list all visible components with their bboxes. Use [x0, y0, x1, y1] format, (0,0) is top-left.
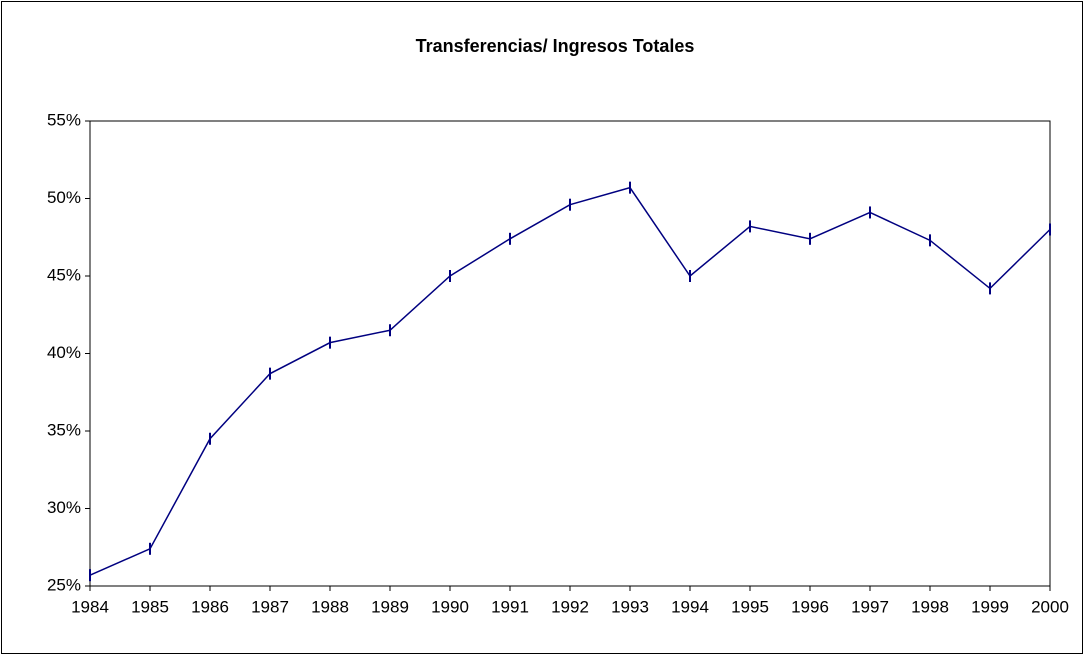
x-tick-label: 1990	[431, 597, 469, 616]
x-tick-label: 1989	[371, 597, 409, 616]
x-tick-label: 1991	[491, 597, 529, 616]
x-tick-label: 1997	[851, 597, 889, 616]
x-tick-label: 2000	[1031, 597, 1069, 616]
x-tick-label: 1998	[911, 597, 949, 616]
x-tick-label: 1985	[131, 597, 169, 616]
x-tick-label: 1984	[71, 597, 109, 616]
y-tick-label: 35%	[47, 420, 81, 439]
chart-title: Transferencias/ Ingresos Totales	[416, 36, 695, 56]
x-tick-label: 1993	[611, 597, 649, 616]
x-tick-label: 1999	[971, 597, 1009, 616]
y-tick-label: 25%	[47, 575, 81, 594]
x-tick-label: 1987	[251, 597, 289, 616]
x-tick-label: 1988	[311, 597, 349, 616]
y-tick-label: 40%	[47, 343, 81, 362]
y-tick-label: 45%	[47, 265, 81, 284]
x-tick-label: 1996	[791, 597, 829, 616]
y-tick-label: 30%	[47, 498, 81, 517]
y-tick-label: 50%	[47, 188, 81, 207]
x-tick-label: 1994	[671, 597, 709, 616]
x-tick-label: 1995	[731, 597, 769, 616]
y-tick-label: 55%	[47, 110, 81, 129]
x-tick-label: 1992	[551, 597, 589, 616]
x-tick-label: 1986	[191, 597, 229, 616]
